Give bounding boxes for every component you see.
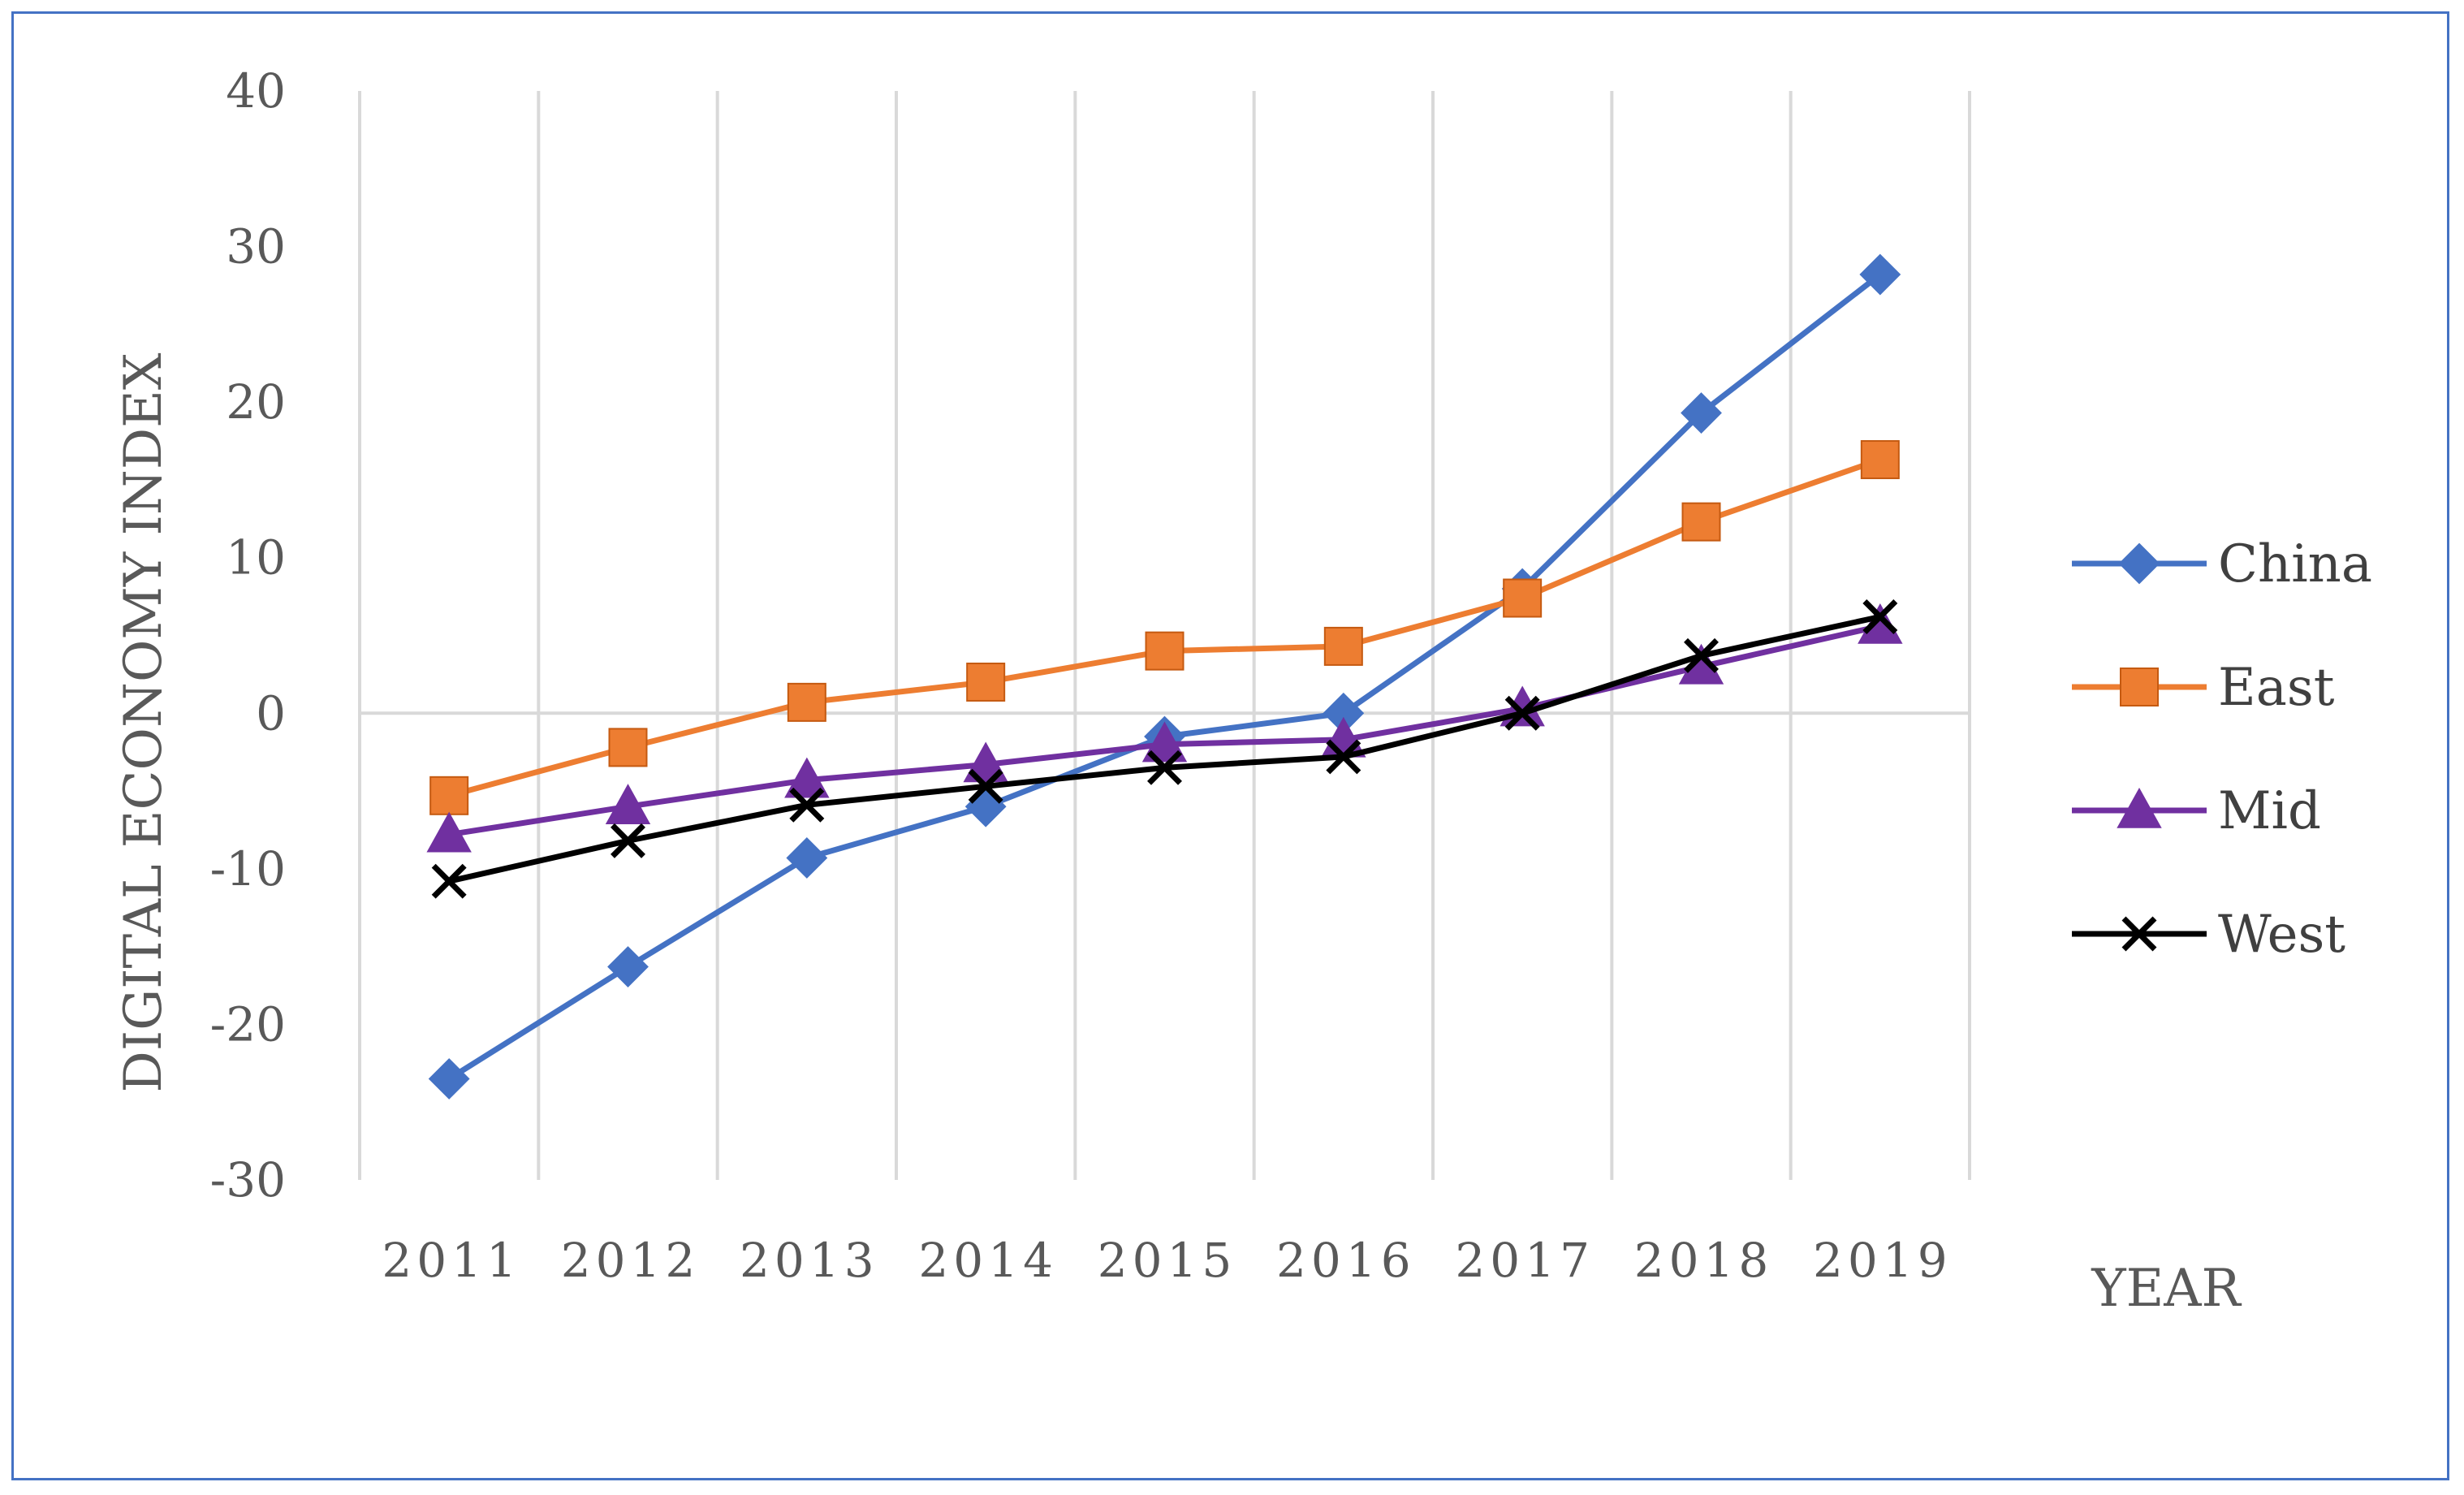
data-point-x bbox=[789, 787, 825, 823]
data-point-triangle bbox=[426, 811, 472, 853]
data-point-triangle bbox=[1141, 721, 1188, 763]
x-tick-label: 2016 bbox=[1276, 1233, 1416, 1288]
series-west bbox=[431, 599, 1898, 899]
legend-item-west: West bbox=[2072, 905, 2345, 965]
data-point-x bbox=[1147, 750, 1182, 785]
x-tick-label: 2012 bbox=[561, 1233, 701, 1288]
data-point-diamond bbox=[2118, 542, 2160, 585]
legend-item-mid: Mid bbox=[2072, 781, 2321, 841]
x-stroke bbox=[431, 863, 467, 899]
legend-label: West bbox=[2218, 905, 2345, 965]
data-point-x bbox=[611, 823, 645, 858]
y-tick-label: -30 bbox=[210, 1152, 286, 1208]
data-point-triangle bbox=[784, 757, 830, 798]
x-stroke bbox=[611, 823, 645, 858]
data-point-triangle bbox=[605, 784, 651, 825]
x-tick-label: 2017 bbox=[1455, 1233, 1594, 1288]
x-axis-title: YEAR bbox=[2091, 1259, 2242, 1319]
legend-item-china: China bbox=[2072, 534, 2372, 594]
x-stroke bbox=[789, 787, 825, 823]
legend: China East Mid West bbox=[2072, 534, 2372, 965]
y-tick-label: -20 bbox=[210, 996, 286, 1052]
data-point-triangle bbox=[1858, 603, 1903, 644]
data-point-x bbox=[1862, 599, 1898, 634]
y-tick-label: 20 bbox=[226, 374, 286, 430]
data-point-diamond bbox=[1859, 253, 1901, 296]
series-east bbox=[429, 440, 1900, 815]
data-point-triangle bbox=[2117, 787, 2162, 828]
data-point-x bbox=[431, 863, 467, 899]
x-tick-label: 2011 bbox=[382, 1233, 521, 1288]
y-tick-label: 10 bbox=[226, 530, 286, 585]
x-tick-label: 2013 bbox=[740, 1233, 879, 1288]
chart-frame bbox=[11, 11, 2449, 1480]
legend-label: Mid bbox=[2218, 781, 2321, 841]
data-point-square bbox=[966, 662, 1006, 702]
series-china bbox=[428, 253, 1901, 1100]
x-stroke bbox=[2121, 916, 2157, 952]
data-point-square bbox=[787, 682, 826, 722]
legend-label: China bbox=[2218, 534, 2372, 594]
data-point-square bbox=[1860, 440, 1900, 480]
legend-item-east: East bbox=[2072, 658, 2335, 718]
data-point-diamond bbox=[786, 837, 828, 879]
data-point-square bbox=[429, 776, 469, 815]
data-point-diamond bbox=[964, 785, 1007, 827]
label-layer: DIGITAL ECONOMY INDEX YEAR 40 30 20 10 0 -10 -… bbox=[114, 63, 2242, 1319]
y-tick-label: 30 bbox=[226, 219, 286, 274]
legend-label: East bbox=[2218, 658, 2335, 718]
x-stroke bbox=[1684, 637, 1719, 673]
data-point-x bbox=[1684, 637, 1719, 673]
series-layer bbox=[426, 253, 1903, 1100]
x-tick-label: 2015 bbox=[1098, 1233, 1237, 1288]
data-point-diamond bbox=[607, 946, 649, 987]
y-tick-label: 40 bbox=[226, 63, 286, 119]
data-point-x bbox=[2121, 916, 2157, 952]
data-point-diamond bbox=[428, 1058, 470, 1100]
data-point-x bbox=[1504, 695, 1540, 731]
data-point-square bbox=[608, 728, 648, 767]
data-point-x bbox=[1326, 739, 1361, 775]
y-axis-title: DIGITAL ECONOMY INDEX bbox=[114, 352, 174, 1092]
data-point-square bbox=[1323, 626, 1363, 666]
x-tick-label: 2014 bbox=[918, 1233, 1058, 1288]
data-point-square bbox=[1681, 502, 1721, 542]
y-tick-label: 0 bbox=[256, 685, 286, 741]
data-point-diamond bbox=[1681, 392, 1722, 434]
x-tick-label: 2018 bbox=[1634, 1233, 1774, 1288]
data-point-x bbox=[968, 768, 1003, 804]
x-stroke bbox=[1862, 599, 1898, 634]
x-tick-label: 2019 bbox=[1813, 1233, 1953, 1288]
data-point-square bbox=[2120, 668, 2159, 706]
x-stroke bbox=[1147, 750, 1182, 785]
x-stroke bbox=[1504, 695, 1540, 731]
data-point-square bbox=[1503, 578, 1543, 618]
x-stroke bbox=[968, 768, 1003, 804]
data-point-square bbox=[1145, 631, 1185, 671]
x-stroke bbox=[1326, 739, 1361, 775]
y-tick-label: -10 bbox=[210, 841, 286, 897]
